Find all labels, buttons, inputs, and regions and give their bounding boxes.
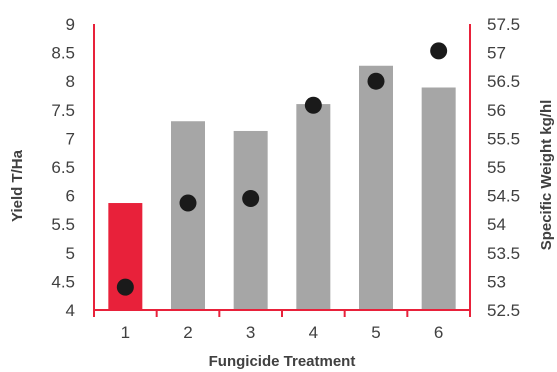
- point-5: [367, 72, 385, 90]
- point-3: [242, 189, 260, 207]
- bar-3: [233, 130, 268, 310]
- point-6: [430, 42, 448, 60]
- point-2: [179, 194, 197, 212]
- y-tick-label: 5.5: [51, 215, 75, 234]
- y2-tick-label: 56: [487, 101, 506, 120]
- y2-tick-label: 56.5: [487, 72, 520, 91]
- y2-tick-label: 57: [487, 44, 506, 63]
- axes-group: [93, 24, 471, 317]
- y-axis-title: Yield T/Ha: [9, 149, 26, 222]
- y-tick-label: 8: [66, 72, 75, 91]
- y2-tick-label: 52.5: [487, 301, 520, 320]
- bar-6: [421, 87, 456, 310]
- x-tick-label: 5: [371, 323, 380, 342]
- point-1: [116, 278, 134, 296]
- x-tick-label: 1: [121, 323, 130, 342]
- x-tick-label: 2: [183, 323, 192, 342]
- y2-axis-title: Specific Weight kg/hl: [538, 100, 555, 251]
- bar-5: [359, 65, 393, 310]
- point-4: [304, 96, 322, 114]
- x-tick-label: 3: [246, 323, 255, 342]
- y2-tick-label: 53: [487, 272, 506, 291]
- bar-2: [171, 121, 205, 311]
- y2-tick-label: 53.5: [487, 244, 520, 263]
- bar-4: [296, 104, 331, 310]
- y-tick-label: 9: [66, 15, 75, 34]
- y-tick-label: 8.5: [51, 44, 75, 63]
- y2-tick-label: 57.5: [487, 15, 520, 34]
- y-tick-label: 6.5: [51, 158, 75, 177]
- y-tick-label: 5: [66, 244, 75, 263]
- x-tick-label: 6: [434, 323, 443, 342]
- y2-tick-label: 54: [487, 215, 506, 234]
- y2-tick-label: 54.5: [487, 187, 520, 206]
- x-tick-label: 4: [309, 323, 318, 342]
- y2-tick-label: 55.5: [487, 129, 520, 148]
- y-tick-label: 7: [66, 129, 75, 148]
- points-group: [116, 42, 448, 296]
- bars-group: [108, 65, 456, 311]
- tick-labels-group: 44.555.566.577.588.5952.55353.55454.5555…: [51, 15, 520, 342]
- y-tick-label: 6: [66, 187, 75, 206]
- y-tick-label: 4.5: [51, 272, 75, 291]
- y2-tick-label: 55: [487, 158, 506, 177]
- y-tick-label: 4: [66, 301, 75, 320]
- y-tick-label: 7.5: [51, 101, 75, 120]
- x-axis-title: Fungicide Treatment: [209, 353, 356, 370]
